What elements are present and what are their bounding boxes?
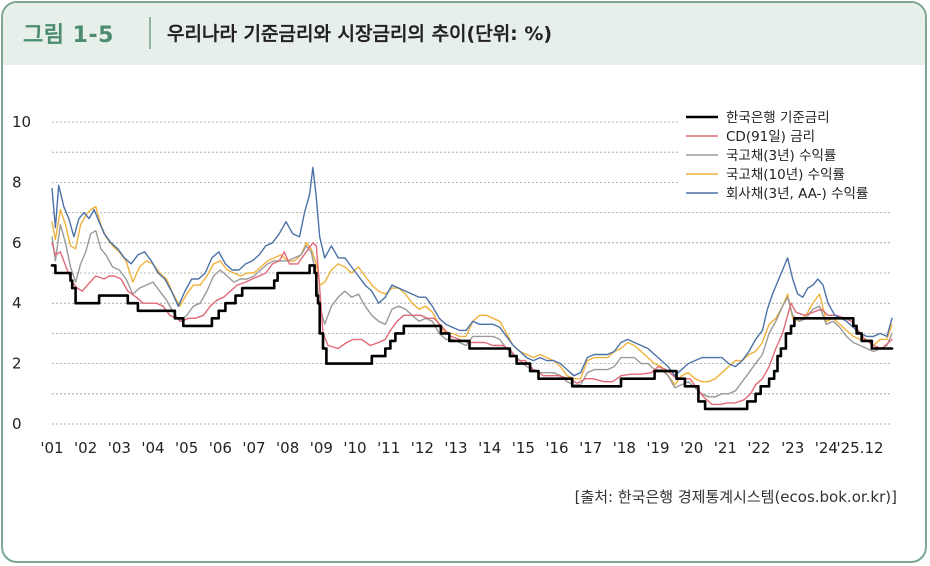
series-lines <box>50 166 894 411</box>
x-tick-label: '12 <box>411 439 434 457</box>
source-note: [출처: 한국은행 경제통계시스템(ecos.bok.or.kr)] <box>574 488 897 506</box>
series-line-1 <box>51 242 893 406</box>
figure-header: 그림 1-5 우리나라 기준금리와 시장금리의 추이(단위: %) <box>3 3 925 65</box>
x-tick-label: '11 <box>377 439 400 457</box>
x-tick-label: '20 <box>680 439 703 457</box>
legend-label: 국고채(3년) 수익률 <box>726 148 836 164</box>
x-tick-label: '15 <box>512 439 535 457</box>
x-tick-label: '08 <box>276 439 299 457</box>
x-tick-label: '17 <box>579 439 602 457</box>
y-tick-label: 8 <box>12 173 22 191</box>
x-tick-label: '25.12 <box>836 439 883 457</box>
series-line-4 <box>51 166 893 377</box>
y-axis: 0 2 4 6 8 10 <box>12 113 31 433</box>
x-tick-label: '22 <box>747 439 770 457</box>
header-divider <box>149 17 151 49</box>
x-tick-label: '05 <box>175 439 198 457</box>
x-tick-label: '24 <box>815 439 838 457</box>
legend-label: CD(91일) 금리 <box>726 129 815 145</box>
legend-label: 국고채(10년) 수익률 <box>726 167 845 183</box>
x-tick-label: '23 <box>781 439 804 457</box>
x-tick-label: '19 <box>646 439 669 457</box>
x-tick-label: '07 <box>242 439 265 457</box>
y-tick-label: 10 <box>12 113 31 131</box>
x-tick-label: '21 <box>714 439 737 457</box>
figure-title: 우리나라 기준금리와 시장금리의 추이(단위: %) <box>167 23 553 45</box>
x-tick-label: '06 <box>209 439 232 457</box>
x-tick-label: '01 <box>40 439 63 457</box>
legend-label: 회사채(3년, AA-) 수익률 <box>726 186 868 202</box>
legend-box <box>680 104 892 204</box>
figure-number: 그림 1-5 <box>23 23 114 48</box>
y-tick-label: 4 <box>12 294 22 312</box>
x-tick-label: '10 <box>343 439 366 457</box>
x-tick-label: '02 <box>74 439 97 457</box>
legend-label: 한국은행 기준금리 <box>726 110 830 126</box>
y-tick-label: 6 <box>12 234 22 252</box>
x-tick-label: '09 <box>310 439 333 457</box>
x-tick-label: '13 <box>444 439 467 457</box>
x-tick-label: '04 <box>141 439 164 457</box>
x-axis: '01 '02 '03 '04 '05 '06 '07 '08 '09 '10 '11 '12 '13 '… <box>40 439 883 457</box>
series-line-3 <box>51 205 893 386</box>
x-tick-label: '18 <box>613 439 636 457</box>
y-tick-label: 2 <box>12 355 22 373</box>
x-tick-label: '16 <box>545 439 568 457</box>
x-tick-label: '03 <box>108 439 131 457</box>
x-tick-label: '14 <box>478 439 501 457</box>
y-tick-label: 0 <box>12 415 22 433</box>
series-line-0 <box>50 264 894 411</box>
